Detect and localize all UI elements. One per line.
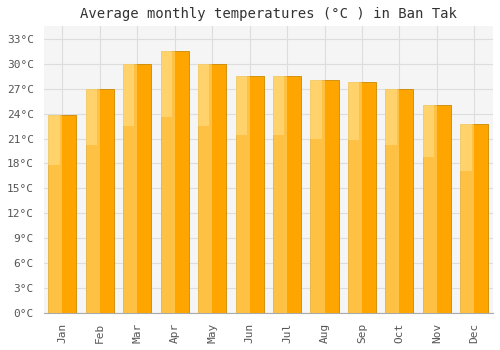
Bar	[273, 76, 287, 313]
Bar	[460, 124, 488, 313]
Bar	[273, 76, 301, 313]
Bar	[273, 76, 284, 135]
Bar	[236, 76, 264, 313]
Bar	[160, 51, 189, 313]
Bar	[310, 80, 338, 313]
Bar	[48, 115, 62, 313]
Bar	[86, 89, 100, 313]
Bar	[348, 82, 359, 140]
Bar	[460, 124, 471, 171]
Bar	[48, 115, 76, 313]
Bar	[386, 89, 396, 145]
Bar	[423, 105, 434, 157]
Bar	[310, 80, 322, 139]
Bar	[123, 64, 134, 126]
Bar	[123, 64, 152, 313]
Bar	[460, 124, 474, 313]
Bar	[423, 105, 451, 313]
Bar	[160, 51, 174, 313]
Bar	[236, 76, 250, 313]
Bar	[236, 76, 247, 135]
Bar	[310, 80, 324, 313]
Bar	[386, 89, 413, 313]
Bar	[160, 51, 172, 117]
Title: Average monthly temperatures (°C ) in Ban Tak: Average monthly temperatures (°C ) in Ba…	[80, 7, 457, 21]
Bar	[348, 82, 362, 313]
Bar	[86, 89, 114, 313]
Bar	[348, 82, 376, 313]
Bar	[386, 89, 400, 313]
Bar	[198, 64, 212, 313]
Bar	[198, 64, 209, 126]
Bar	[423, 105, 437, 313]
Bar	[48, 115, 60, 165]
Bar	[198, 64, 226, 313]
Bar	[123, 64, 138, 313]
Bar	[86, 89, 97, 145]
